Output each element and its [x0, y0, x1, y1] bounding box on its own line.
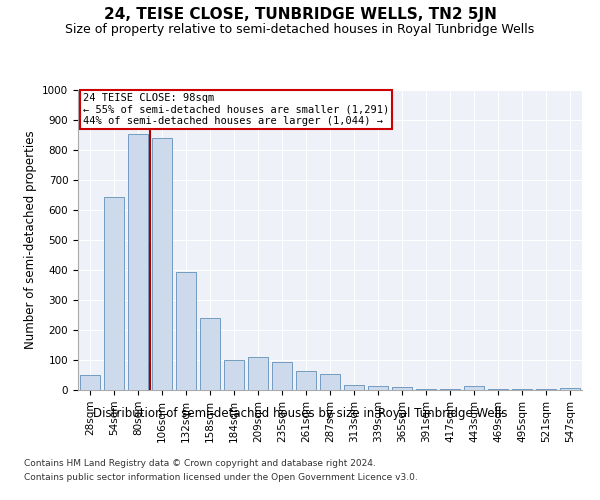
Bar: [128, 134, 148, 390]
Bar: [176, 272, 196, 390]
Bar: [368, 386, 388, 390]
Bar: [104, 196, 124, 390]
Bar: [344, 384, 364, 390]
Bar: [392, 387, 412, 390]
Bar: [320, 374, 340, 390]
Bar: [536, 389, 556, 390]
Bar: [296, 370, 316, 390]
Bar: [440, 389, 460, 390]
Text: 24 TEISE CLOSE: 98sqm
← 55% of semi-detached houses are smaller (1,291)
44% of s: 24 TEISE CLOSE: 98sqm ← 55% of semi-deta…: [83, 93, 389, 126]
Text: 24, TEISE CLOSE, TUNBRIDGE WELLS, TN2 5JN: 24, TEISE CLOSE, TUNBRIDGE WELLS, TN2 5J…: [104, 8, 496, 22]
Bar: [152, 138, 172, 390]
Bar: [416, 389, 436, 390]
Text: Contains HM Land Registry data © Crown copyright and database right 2024.: Contains HM Land Registry data © Crown c…: [24, 458, 376, 468]
Text: Size of property relative to semi-detached houses in Royal Tunbridge Wells: Size of property relative to semi-detach…: [65, 22, 535, 36]
Bar: [200, 318, 220, 390]
Bar: [80, 375, 100, 390]
Y-axis label: Number of semi-detached properties: Number of semi-detached properties: [23, 130, 37, 350]
Bar: [224, 360, 244, 390]
Bar: [464, 386, 484, 390]
Text: Contains public sector information licensed under the Open Government Licence v3: Contains public sector information licen…: [24, 474, 418, 482]
Bar: [560, 388, 580, 390]
Bar: [248, 357, 268, 390]
Bar: [488, 389, 508, 390]
Bar: [512, 389, 532, 390]
Text: Distribution of semi-detached houses by size in Royal Tunbridge Wells: Distribution of semi-detached houses by …: [93, 408, 507, 420]
Bar: [272, 362, 292, 390]
